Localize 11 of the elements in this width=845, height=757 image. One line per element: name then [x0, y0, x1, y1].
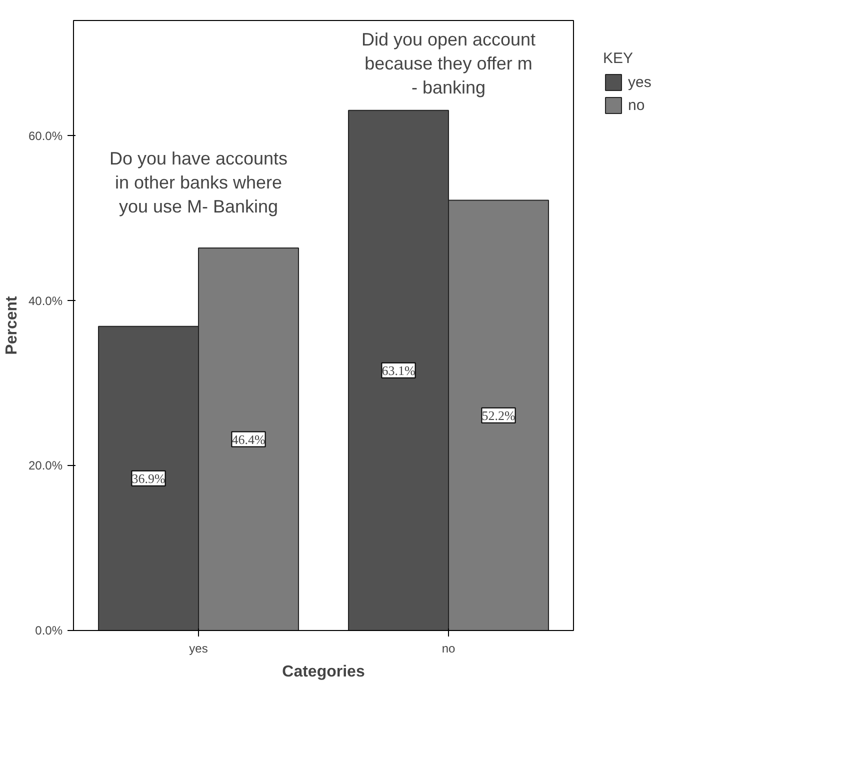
legend-label: no	[628, 96, 646, 114]
y-axis-title: Percent	[3, 295, 20, 355]
legend-label: yes	[628, 74, 652, 90]
legend-title: KEY	[603, 50, 634, 67]
y-tick-label: 0.0%	[35, 624, 63, 638]
annotation: Do you have accounts in other banks where you use M- Banking	[109, 148, 288, 217]
y-tick-label: 60.0%	[28, 128, 63, 143]
x-axis-title: Categories	[282, 664, 365, 680]
y-tick-label: 40.0%	[28, 294, 63, 308]
y-tick-label: 20.0%	[28, 458, 63, 473]
annotation: Did you open account because they offer m - banking	[361, 30, 536, 98]
